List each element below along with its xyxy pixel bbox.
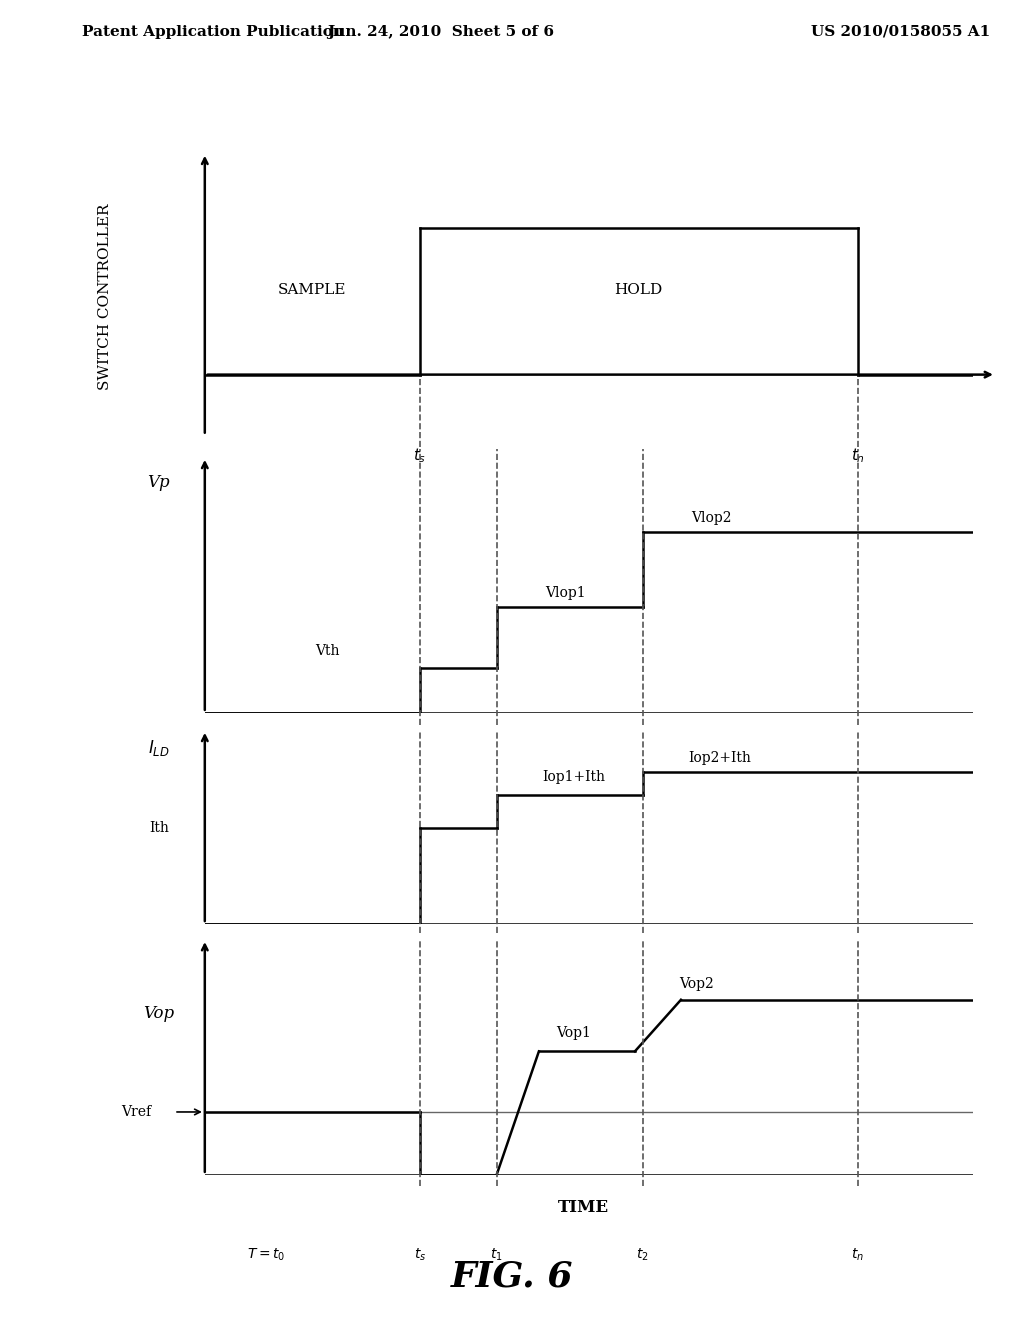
Text: Jun. 24, 2010  Sheet 5 of 6: Jun. 24, 2010 Sheet 5 of 6: [327, 25, 554, 38]
Text: Vlop1: Vlop1: [546, 586, 586, 599]
Text: TIME: TIME: [558, 1200, 609, 1216]
Text: $t_2$: $t_2$: [636, 1246, 649, 1263]
Text: Vop2: Vop2: [679, 977, 714, 991]
Text: $t_n$: $t_n$: [851, 1246, 864, 1263]
Text: SAMPLE: SAMPLE: [279, 282, 346, 297]
Text: Vop1: Vop1: [556, 1026, 591, 1040]
Text: $t_1$: $t_1$: [490, 1246, 503, 1263]
Text: $T=t_0$: $T=t_0$: [247, 1246, 286, 1263]
Text: SWITCH CONTROLLER: SWITCH CONTROLLER: [98, 203, 112, 391]
Text: Vlop2: Vlop2: [691, 511, 732, 524]
Text: Vp: Vp: [147, 474, 170, 491]
Text: $t_s$: $t_s$: [414, 1246, 426, 1263]
Text: Vop: Vop: [143, 1005, 174, 1022]
Text: HOLD: HOLD: [614, 282, 663, 297]
Text: Patent Application Publication: Patent Application Publication: [82, 25, 344, 38]
Text: $t_n$: $t_n$: [851, 446, 864, 466]
Text: Iop1+Ith: Iop1+Ith: [542, 770, 605, 784]
Text: Vth: Vth: [315, 644, 340, 657]
Text: Ith: Ith: [148, 821, 169, 836]
Text: Iop2+Ith: Iop2+Ith: [688, 751, 751, 766]
Text: Vref: Vref: [121, 1105, 152, 1119]
Text: FIG. 6: FIG. 6: [451, 1259, 573, 1294]
Text: US 2010/0158055 A1: US 2010/0158055 A1: [811, 25, 991, 38]
Text: $t_s$: $t_s$: [414, 446, 426, 466]
Text: $I_{LD}$: $I_{LD}$: [147, 738, 170, 759]
